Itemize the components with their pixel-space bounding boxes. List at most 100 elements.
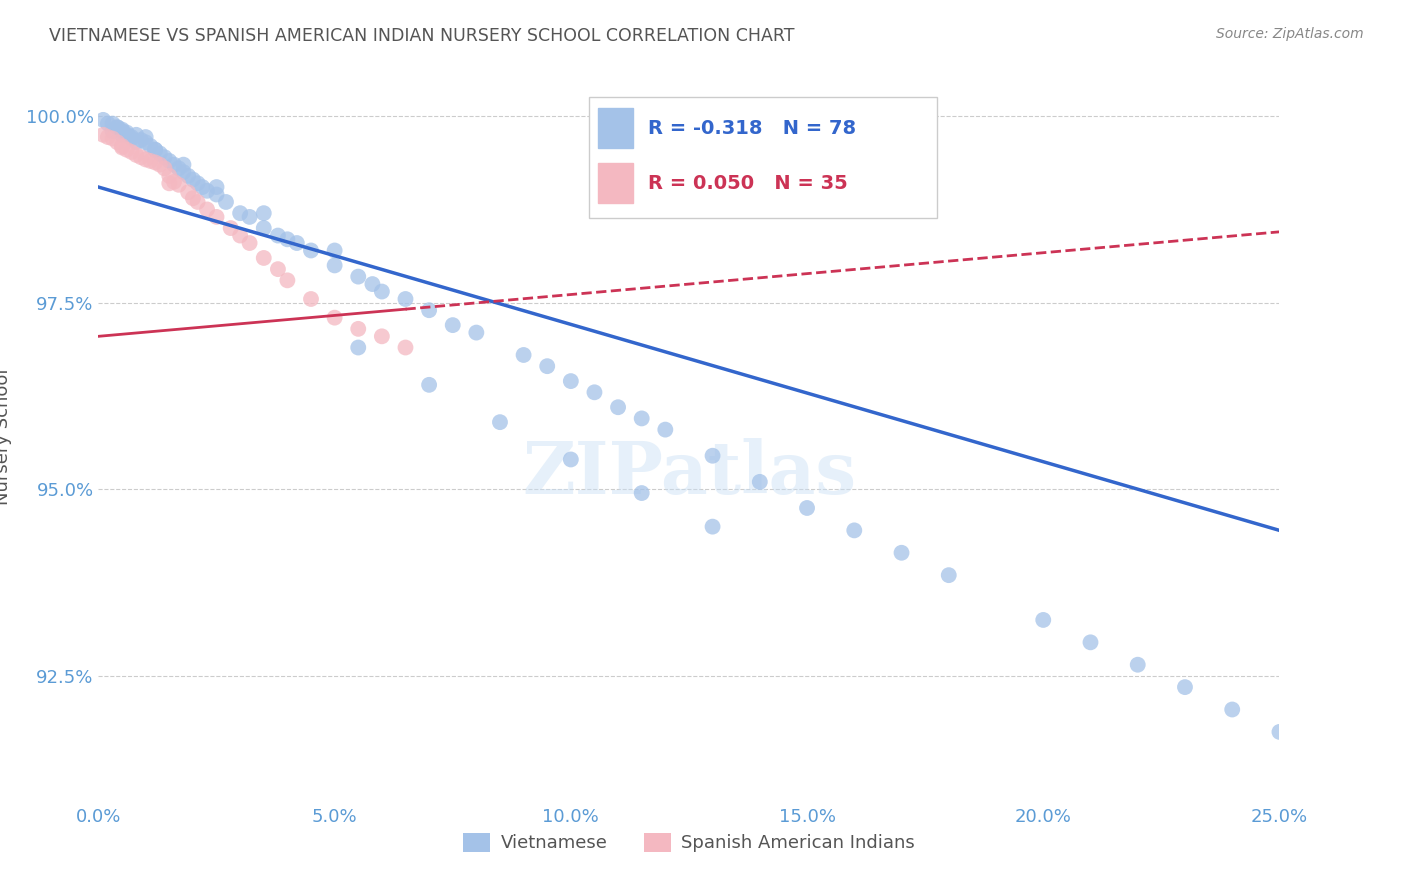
Point xyxy=(121,130,143,145)
Point xyxy=(111,122,134,136)
Point xyxy=(129,150,152,164)
Point xyxy=(253,206,276,220)
Point xyxy=(371,329,394,343)
Point xyxy=(938,568,960,582)
Point xyxy=(630,486,652,500)
Point xyxy=(91,128,114,142)
Point xyxy=(276,232,298,246)
Point xyxy=(796,500,818,515)
Point xyxy=(143,143,166,157)
Point xyxy=(607,401,630,415)
Text: ZIPatlas: ZIPatlas xyxy=(522,438,856,509)
Point xyxy=(121,145,143,159)
Point xyxy=(187,194,209,209)
Point xyxy=(97,117,120,131)
Point xyxy=(702,519,724,533)
Text: R = -0.318   N = 78: R = -0.318 N = 78 xyxy=(648,119,856,138)
Point xyxy=(167,161,190,176)
Point xyxy=(844,524,866,538)
Point xyxy=(125,148,148,162)
Point xyxy=(299,292,322,306)
Point xyxy=(105,135,128,149)
Point xyxy=(135,130,157,145)
Point xyxy=(195,202,218,217)
Point xyxy=(91,112,114,127)
Point xyxy=(157,169,180,183)
Text: VIETNAMESE VS SPANISH AMERICAN INDIAN NURSERY SCHOOL CORRELATION CHART: VIETNAMESE VS SPANISH AMERICAN INDIAN NU… xyxy=(49,27,794,45)
Point xyxy=(394,341,416,355)
Point xyxy=(489,415,512,429)
Point xyxy=(465,326,488,340)
Point xyxy=(115,126,138,140)
Bar xyxy=(598,163,634,203)
Point xyxy=(394,292,416,306)
Point xyxy=(187,177,209,191)
Point xyxy=(111,140,134,154)
Point xyxy=(163,175,186,189)
Point xyxy=(195,184,218,198)
Point xyxy=(361,277,384,291)
Point xyxy=(111,139,134,153)
Point xyxy=(702,449,724,463)
Point xyxy=(1080,635,1102,649)
Point xyxy=(157,177,180,191)
Point xyxy=(149,146,172,161)
Point xyxy=(177,186,200,200)
FancyBboxPatch shape xyxy=(589,97,936,218)
Point xyxy=(181,191,204,205)
Point xyxy=(172,158,194,172)
Point xyxy=(219,221,242,235)
Point xyxy=(191,180,214,194)
Point xyxy=(229,206,252,220)
Point xyxy=(139,153,162,168)
Point xyxy=(1268,725,1291,739)
Point xyxy=(583,385,606,400)
Point xyxy=(371,285,394,299)
Point xyxy=(1174,680,1197,694)
Point xyxy=(441,318,464,332)
Point xyxy=(205,210,228,224)
Point xyxy=(267,228,290,243)
Point xyxy=(101,131,124,145)
Text: Source: ZipAtlas.com: Source: ZipAtlas.com xyxy=(1216,27,1364,41)
Point xyxy=(299,244,322,258)
Point xyxy=(560,374,582,388)
Point xyxy=(121,131,143,145)
Point xyxy=(115,143,138,157)
Point xyxy=(347,269,370,284)
Point xyxy=(229,228,252,243)
Point xyxy=(323,310,346,325)
Point xyxy=(748,475,770,489)
Point xyxy=(143,155,166,169)
Point xyxy=(512,348,534,362)
Point xyxy=(630,411,652,425)
Point xyxy=(253,221,276,235)
Point xyxy=(172,165,194,179)
Point xyxy=(323,244,346,258)
Bar xyxy=(598,108,634,148)
Point xyxy=(177,169,200,183)
Point xyxy=(323,259,346,273)
Point xyxy=(125,135,148,149)
Point xyxy=(129,133,152,147)
Point xyxy=(205,180,228,194)
Point xyxy=(1220,702,1243,716)
Point xyxy=(347,341,370,355)
Text: R = 0.050   N = 35: R = 0.050 N = 35 xyxy=(648,174,848,193)
Point xyxy=(181,172,204,186)
Point xyxy=(125,128,148,142)
Point xyxy=(135,135,157,149)
Point xyxy=(97,130,120,145)
Point xyxy=(157,153,180,168)
Point xyxy=(149,158,172,172)
Point xyxy=(163,158,186,172)
Point xyxy=(418,303,440,318)
Point xyxy=(890,546,912,560)
Point xyxy=(143,143,166,157)
Point xyxy=(347,322,370,336)
Point xyxy=(101,117,124,131)
Point xyxy=(1032,613,1054,627)
Point xyxy=(285,235,308,250)
Point xyxy=(239,210,262,224)
Point xyxy=(276,273,298,287)
